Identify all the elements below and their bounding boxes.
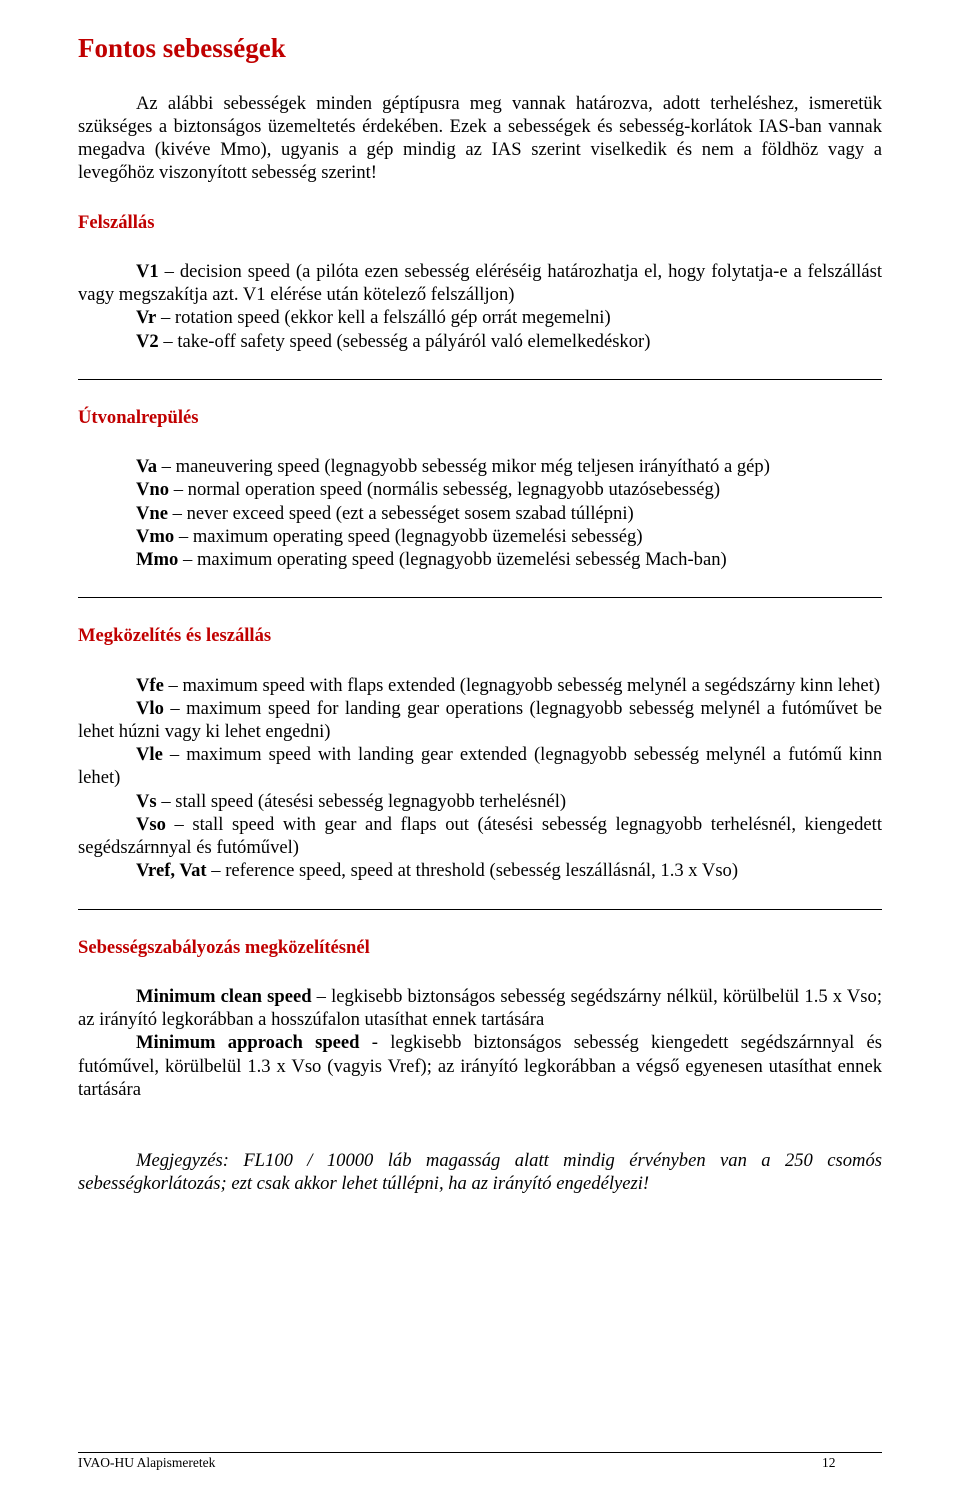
footer-left: IVAO-HU Alapismeretek: [78, 1455, 822, 1472]
term-vs: Vs: [136, 791, 157, 812]
def-vle: – maximum speed with landing gear extend…: [78, 744, 882, 788]
term-vfe: Vfe: [136, 675, 164, 696]
term-vno: Vno: [136, 479, 169, 500]
def-vr: – rotation speed (ekkor kell a felszálló…: [156, 307, 610, 328]
def-va: – maneuvering speed (legnagyobb sebesség…: [157, 456, 770, 477]
section-heading-enroute: Útvonalrepülés: [78, 406, 882, 429]
term-vref: Vref, Vat: [136, 860, 207, 881]
def-vs: – stall speed (átesési sebesség legnagyo…: [157, 791, 566, 812]
def-vfe: – maximum speed with flaps extended (leg…: [164, 675, 880, 696]
term-mmo: Mmo: [136, 549, 178, 570]
term-vr: Vr: [136, 307, 156, 328]
speedctl-block: Minimum clean speed – legkisebb biztonsá…: [78, 985, 882, 1101]
term-vso: Vso: [136, 814, 166, 835]
section-heading-takeoff: Felszállás: [78, 211, 882, 234]
def-vno: – normal operation speed (normális sebes…: [169, 479, 720, 500]
page-title: Fontos sebességek: [78, 32, 882, 66]
def-vne: – never exceed speed (ezt a sebességet s…: [168, 503, 634, 524]
term-v2: V2: [136, 331, 159, 352]
def-vmo: – maximum operating speed (legnagyobb üz…: [174, 526, 642, 547]
def-vso: – stall speed with gear and flaps out (á…: [78, 814, 882, 858]
approach-block: Vfe – maximum speed with flaps extended …: [78, 674, 882, 883]
term-vlo: Vlo: [136, 698, 164, 719]
takeoff-block: V1 – decision speed (a pilóta ezen sebes…: [78, 260, 882, 353]
term-mcs: Minimum clean speed: [136, 986, 312, 1007]
note-paragraph: Megjegyzés: FL100 / 10000 láb magasság a…: [78, 1149, 882, 1195]
enroute-block: Va – maneuvering speed (legnagyobb sebes…: [78, 455, 882, 571]
footer-page: 12: [822, 1455, 882, 1472]
def-v2: – take-off safety speed (sebesség a pály…: [159, 331, 651, 352]
divider: [78, 597, 882, 598]
divider: [78, 379, 882, 380]
term-vmo: Vmo: [136, 526, 174, 547]
def-mmo: – maximum operating speed (legnagyobb üz…: [178, 549, 726, 570]
def-vlo: – maximum speed for landing gear operati…: [78, 698, 882, 742]
term-v1: V1: [136, 261, 159, 282]
term-vle: Vle: [136, 744, 163, 765]
term-mas: Minimum approach speed: [136, 1032, 360, 1053]
divider: [78, 909, 882, 910]
section-heading-speedctl: Sebességszabályozás megközelítésnél: [78, 936, 882, 959]
intro-paragraph: Az alábbi sebességek minden géptípusra m…: [78, 92, 882, 185]
def-vref: – reference speed, speed at threshold (s…: [207, 860, 738, 881]
def-v1: – decision speed (a pilóta ezen sebesség…: [78, 261, 882, 305]
term-vne: Vne: [136, 503, 168, 524]
page-footer: IVAO-HU Alapismeretek 12: [78, 1452, 882, 1472]
section-heading-approach: Megközelítés és leszállás: [78, 624, 882, 647]
term-va: Va: [136, 456, 157, 477]
